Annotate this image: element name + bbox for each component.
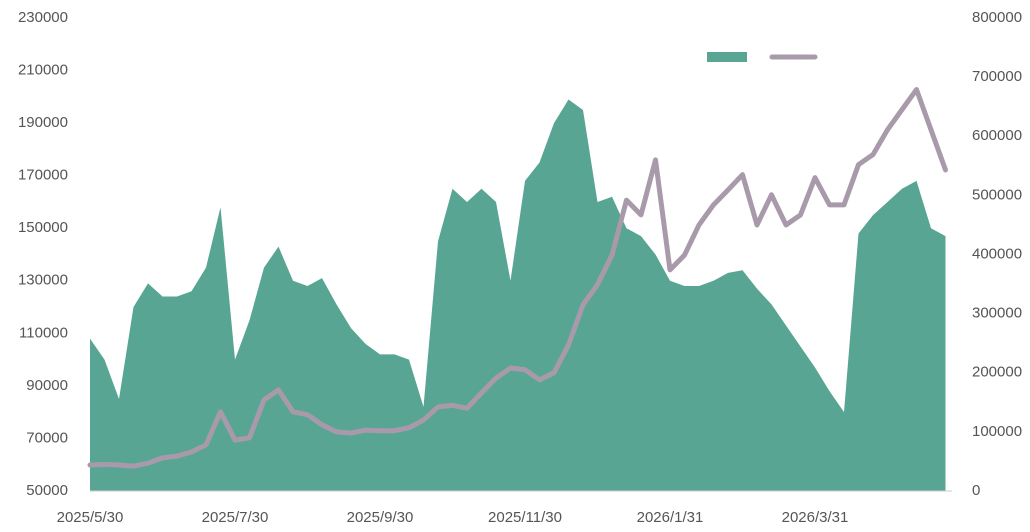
area	[90, 99, 946, 491]
y-tick-label: 130000	[18, 272, 68, 289]
y-tick-label: 210000	[18, 62, 68, 79]
x-tick-label: 2025/5/30	[57, 509, 124, 526]
x-tick-label: 2025/7/30	[202, 509, 269, 526]
y2-tick-label: 600000	[972, 127, 1022, 144]
y-tick-label: 170000	[18, 167, 68, 184]
y-tick-label: 150000	[18, 219, 68, 236]
y-tick-label: 90000	[26, 377, 68, 394]
y2-tick-label: 700000	[972, 68, 1022, 85]
y-tick-label: 230000	[18, 9, 68, 26]
x-tick-label: 2025/9/30	[347, 509, 414, 526]
legend-swatch	[707, 52, 747, 62]
line	[87, 87, 948, 469]
x-tick-label: 2026/1/31	[637, 509, 704, 526]
y2-tick-label: 500000	[972, 186, 1022, 203]
y-tick-label: 50000	[26, 482, 68, 499]
x-tick-label: 2026/3/31	[782, 509, 849, 526]
y2-tick-label: 0	[972, 482, 980, 499]
y-tick-label: 70000	[26, 429, 68, 446]
y2-tick-label: 100000	[972, 423, 1022, 440]
y-tick-label: 190000	[18, 114, 68, 131]
y-tick-label: 110000	[19, 324, 68, 341]
y2-tick-label: 200000	[972, 364, 1022, 381]
y2-tick-label: 400000	[972, 245, 1022, 262]
x-tick-label: 2025/11/30	[488, 509, 562, 526]
y2-tick-label: 800000	[972, 9, 1022, 26]
y2-tick-label: 300000	[972, 305, 1022, 322]
